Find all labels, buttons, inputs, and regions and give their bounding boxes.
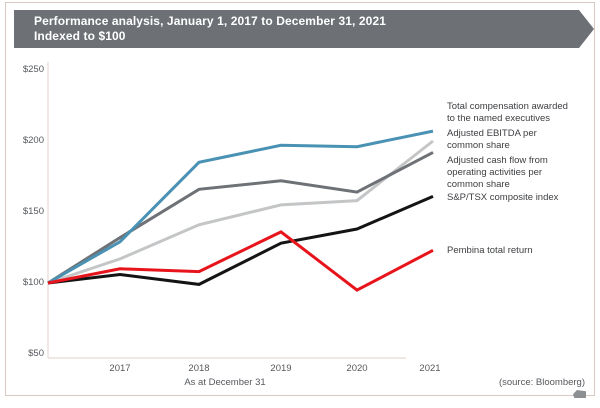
chart-frame [5,2,595,396]
y-axis-tick-label: $150 [22,206,44,217]
y-axis-tick-label: $250 [22,64,44,75]
y-axis-tick-label: $200 [22,135,44,146]
legend-adjusted-ebitda: Adjusted EBITDA per common share [447,128,537,151]
line-sp-tsx [47,195,434,286]
line-adjusted-cash-flow [47,151,434,285]
y-axis-tick-label: $100 [22,277,44,288]
line-pembina-total-return [47,230,434,292]
x-axis-tick-label: 2017 [109,363,131,374]
legend-total-compensation: Total compensation awarded to the named … [447,101,568,124]
x-axis-tick-label: 2018 [188,363,210,374]
chart-subtitle: Indexed to $100 [34,29,126,43]
x-axis-tick-label: 2021 [419,363,441,374]
line-adjusted-ebitda [47,139,434,285]
legend-pembina-total-return: Pembina total return [447,245,533,256]
y-axis-tick-label: $50 [28,348,44,359]
title-banner: Performance analysis, January 1, 2017 to… [14,10,594,48]
page-corner-mark [573,390,586,398]
x-axis-tick-label: 2019 [270,363,292,374]
legend-sp-tsx: S&P/TSX composite index [447,192,559,203]
source-credit: (source: Bloomberg) [498,377,585,388]
legend-adjusted-cash-flow: Adjusted cash flow from operating activi… [447,155,548,190]
x-axis-tick-label: 2020 [346,363,368,374]
line-total-compensation [47,129,434,285]
x-axis-note: As at December 31 [184,377,266,388]
chart-title: Performance analysis, January 1, 2017 to… [34,14,387,28]
